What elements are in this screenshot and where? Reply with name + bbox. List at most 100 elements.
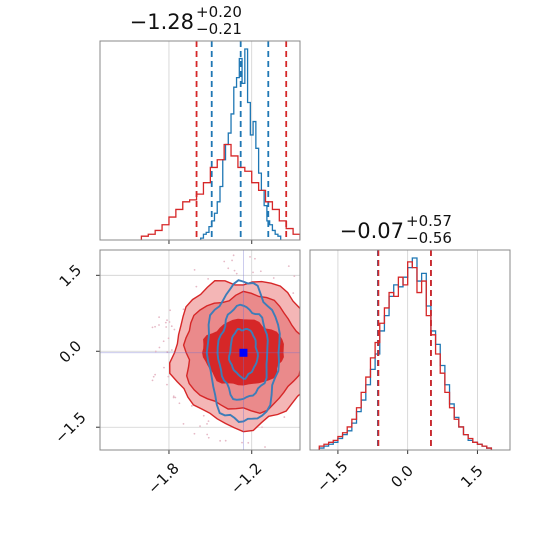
contour-p1-p2-sample-point — [151, 326, 154, 329]
contour-p1-p2-sample-point — [306, 286, 308, 288]
contour-p1-p2-sample-point — [283, 416, 286, 418]
contour-p1-p2-sample-point — [293, 275, 296, 278]
hist-p2-title-lower-error: −0.56 — [406, 229, 452, 247]
contour-p1-p2-sample-point — [152, 375, 155, 378]
contour-p1-p2-frame — [99, 249, 301, 451]
contour-p1-p2-sample-point — [207, 436, 210, 439]
contour-p1-p2-sample-point — [303, 407, 305, 409]
contour-p1-p2-contours — [100, 250, 333, 450]
histogram-panel-p2: −1.5 0.0 1.5 −0.07 +0.57−0.56 — [309, 212, 511, 496]
contour-p1-p2-sample-point — [169, 309, 172, 312]
contour-p1-p2-sample-point — [287, 265, 290, 268]
contour-p1-p2-sample-point — [224, 439, 227, 442]
contour-p1-p2-sample-point — [249, 255, 251, 258]
contour-p1-p2-sample-point — [326, 336, 328, 338]
contour-p1-p2-sample-point — [182, 423, 185, 425]
hist-p2-xtick-label: −1.5 — [313, 457, 351, 495]
hist-p1-histogram-line-1 — [140, 143, 300, 240]
contour-p1-p2-sample-point — [232, 254, 235, 257]
contour-p1-p2-sample-point — [316, 340, 318, 342]
contour-p1-p2-sample-point — [292, 292, 295, 294]
contour-p1-p2-sample-point — [193, 268, 196, 271]
contour-p1-p2-sample-point — [163, 366, 165, 369]
contour-p1-p2-sample-point — [231, 259, 233, 262]
contour-p1-p2-sample-point — [172, 396, 175, 399]
contour-p1-p2-sample-point — [195, 285, 198, 288]
contour-p1-p2-sample-point — [154, 325, 156, 328]
contour-p1-p2-sample-point — [325, 394, 327, 396]
hist-p1-series-group — [140, 41, 300, 240]
contour-p1-p2-sample-point — [173, 328, 176, 331]
hist-p2-title-upper-error: +0.57 — [406, 212, 452, 230]
contour-p1-p2-sample-point — [322, 348, 324, 350]
contour-p1-p2-sample-point — [199, 425, 201, 428]
contour-p1-p2-sample-point — [315, 402, 317, 404]
contour-p1-p2-sample-point — [247, 441, 250, 444]
contour-p1-p2-sample-point — [330, 389, 332, 391]
contour-p1-p2-sample-point — [158, 346, 161, 349]
contour-p1-p2-sample-point — [223, 260, 226, 263]
contour-p1-p2-sample-point — [252, 271, 254, 274]
contour-p1-p2-sample-point — [254, 257, 256, 260]
hist-p2-series-group — [318, 250, 493, 450]
contour-p1-p2-sample-point — [272, 277, 275, 279]
contour-p1-p2-sample-point — [207, 420, 210, 423]
contour-p1-p2-sample-point — [219, 439, 222, 442]
contour-p1-p2-sample-point — [235, 272, 238, 275]
hist-p1-frame — [99, 40, 301, 241]
histogram-panel-p1: −1.28 +0.20−0.21 — [99, 3, 301, 244]
contour-p1-p2-truth-marker — [239, 348, 248, 357]
contour-p1-p2-sample-point — [261, 426, 263, 429]
contour-p1-p2-sample-point — [193, 432, 196, 435]
hist-p2-histogram-line-1 — [318, 261, 493, 450]
contour-p1-p2-sample-point — [170, 349, 173, 351]
contour-p1-p2-sample-point — [319, 327, 321, 329]
contour-p1-p2-sample-point — [207, 277, 210, 280]
contour-p1-p2-sample-point — [178, 402, 181, 405]
contour-p1-p2-sample-point — [324, 306, 326, 308]
contour-p1-p2-sample-point — [154, 373, 157, 376]
contour-p1-p2-sample-point — [165, 326, 168, 328]
contour-p1-p2-ytick-label: 1.5 — [56, 261, 86, 291]
contour-p1-p2-sample-point — [158, 324, 160, 326]
contour-p1-p2-ytick-label: 0.0 — [56, 337, 86, 367]
contour-p1-p2-sample-point — [164, 321, 167, 324]
contour-p1-p2-sample-point — [206, 433, 209, 436]
contour-panel-p1-p2: −1.8 −1.2 −1.5 0.0 1.5 — [51, 249, 333, 498]
contour-p1-p2-sample-point — [305, 314, 307, 316]
contour-p1-p2-sample-point — [206, 422, 208, 425]
hist-p1-title-upper-error: +0.20 — [196, 3, 242, 21]
contour-p1-p2-sample-point — [331, 347, 333, 349]
contour-p1-p2-sample-point — [304, 401, 306, 403]
contour-p1-p2-sample-point — [241, 441, 243, 444]
hist-p2-histogram-line-0 — [318, 257, 493, 450]
hist-p1-histogram-line-0 — [200, 48, 282, 240]
contour-p1-p2-sample-point — [324, 305, 326, 307]
contour-p1-p2-sample-point — [324, 307, 326, 309]
contour-p1-p2-sample-point — [168, 321, 171, 323]
hist-p1-title-lower-error: −0.21 — [196, 20, 242, 38]
contour-p1-p2-sample-point — [174, 396, 177, 399]
contour-p1-p2-sample-point — [170, 325, 173, 328]
contour-p1-p2-xtick-label: −1.2 — [227, 459, 265, 497]
contour-p1-p2-sample-point — [182, 308, 185, 311]
contour-p1-p2-sample-point — [315, 320, 317, 322]
contour-p1-p2-sample-point — [167, 337, 170, 340]
hist-p2-xtick-label: 1.5 — [457, 462, 487, 492]
hist-p2-title-value: −0.07 — [340, 219, 404, 243]
contour-p1-p2-sample-point — [167, 375, 170, 378]
contour-p1-p2-sample-point — [158, 316, 160, 319]
contour-p1-p2-sample-point — [304, 316, 306, 318]
contour-p1-p2-sample-point — [323, 299, 325, 301]
contour-p1-p2-sample-point — [151, 379, 154, 382]
contour-p1-p2-sample-point — [233, 269, 236, 272]
contour-p1-p2-ytick-label: −1.5 — [51, 408, 89, 446]
contour-p1-p2-sample-point — [318, 375, 320, 377]
contour-p1-p2-sample-point — [202, 414, 205, 417]
contour-p1-p2-xtick-label: −1.8 — [144, 459, 182, 497]
contour-p1-p2-sample-point — [315, 373, 317, 375]
contour-p1-p2-sample-point — [154, 350, 157, 353]
contour-p1-p2-sample-point — [162, 340, 165, 343]
